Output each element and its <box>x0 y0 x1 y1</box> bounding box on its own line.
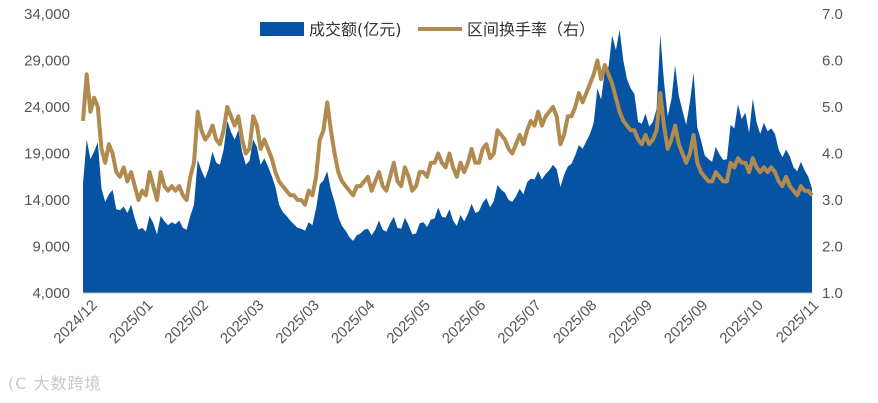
legend-line-label: 区间换手率（右） <box>467 20 595 39</box>
y-left-tick-label: 29,000 <box>24 53 70 70</box>
y-right-tick-label: 5.0 <box>822 99 843 116</box>
x-tick-label: 2024/12 <box>50 297 100 347</box>
watermark: (C 大数跨境 <box>8 370 102 394</box>
watermark-logo-text: (C <box>8 374 28 393</box>
x-tick-label: 2025/08 <box>550 297 600 347</box>
y-left-tick-label: 4,000 <box>32 285 70 302</box>
x-tick-label: 2025/11 <box>773 297 823 347</box>
turnover-rate-line-series <box>81 58 814 207</box>
x-tick-label: 2025/01 <box>106 297 156 347</box>
y-left-tick-label: 9,000 <box>32 239 70 256</box>
turnover-area-series <box>83 29 812 294</box>
x-tick-label: 2025/02 <box>161 297 211 347</box>
left-axis-ticks: 4,000 9,000 14,000 19,000 24,000 29,000 34,000 <box>24 6 70 302</box>
y-right-tick-label: 4.0 <box>822 146 843 163</box>
x-tick-label: 2025/07 <box>494 297 544 347</box>
y-left-tick-label: 19,000 <box>24 146 70 163</box>
y-right-tick-label: 3.0 <box>822 192 843 209</box>
right-axis-ticks: 1.0 2.0 3.0 4.0 5.0 6.0 7.0 <box>822 6 843 302</box>
x-tick-label: 2025/03 <box>217 297 267 347</box>
legend: 成交额(亿元) 区间换手率（右） <box>260 20 595 39</box>
y-left-tick-label: 24,000 <box>24 99 70 116</box>
y-right-tick-label: 6.0 <box>822 53 843 70</box>
x-tick-label: 2025/09 <box>605 297 655 347</box>
y-left-tick-label: 14,000 <box>24 192 70 209</box>
x-tick-label: 2025/05 <box>383 297 433 347</box>
legend-area-swatch <box>260 22 304 36</box>
y-right-tick-label: 7.0 <box>822 6 843 23</box>
y-right-tick-label: 2.0 <box>822 239 843 256</box>
x-axis-tick-labels: 2024/12 2025/01 2025/02 2025/03 2025/03 2025/… <box>50 297 822 347</box>
x-tick-label: 2025/04 <box>328 297 378 347</box>
x-tick-label: 2025/06 <box>439 297 489 347</box>
x-tick-label: 2025/03 <box>272 297 322 347</box>
legend-area-label: 成交额(亿元) <box>309 20 402 39</box>
watermark-text: 大数跨境 <box>33 374 102 393</box>
x-tick-label: 2025/09 <box>661 297 711 347</box>
y-left-tick-label: 34,000 <box>24 6 70 23</box>
y-right-tick-label: 1.0 <box>822 285 843 302</box>
x-tick-label: 2025/10 <box>716 297 766 347</box>
